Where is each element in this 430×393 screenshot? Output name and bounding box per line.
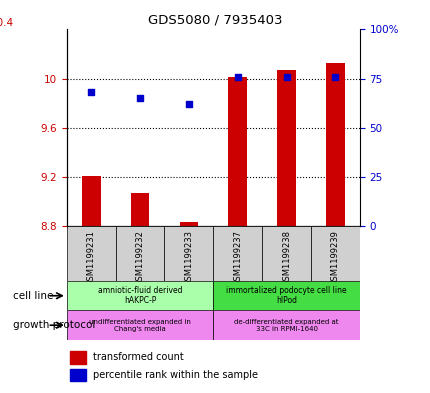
Bar	[276, 70, 295, 226]
Point	[88, 89, 95, 95]
Text: de-differentiated expanded at
33C in RPMI-1640: de-differentiated expanded at 33C in RPM…	[234, 319, 338, 332]
Text: GSM1199239: GSM1199239	[330, 230, 339, 286]
Text: transformed count: transformed count	[92, 352, 183, 362]
Point	[331, 73, 338, 80]
Text: percentile rank within the sample: percentile rank within the sample	[92, 370, 257, 380]
Bar	[326, 62, 344, 226]
Bar	[70, 369, 86, 381]
Text: GSM1199233: GSM1199233	[184, 230, 193, 286]
Text: growth protocol: growth protocol	[13, 320, 95, 330]
Text: 10.4: 10.4	[0, 18, 14, 28]
Text: GSM1199238: GSM1199238	[282, 230, 290, 286]
Text: GDS5080 / 7935403: GDS5080 / 7935403	[148, 14, 282, 27]
Text: amniotic-fluid derived
hAKPC-P: amniotic-fluid derived hAKPC-P	[98, 286, 182, 305]
Bar	[213, 281, 359, 310]
Bar	[310, 226, 359, 281]
Bar	[67, 226, 115, 281]
Bar	[82, 176, 100, 226]
Text: immortalized podocyte cell line
hIPod: immortalized podocyte cell line hIPod	[226, 286, 346, 305]
Point	[283, 73, 289, 80]
Bar	[228, 77, 246, 226]
Bar	[130, 193, 149, 226]
Bar	[164, 226, 213, 281]
Bar	[261, 226, 310, 281]
Point	[185, 101, 192, 107]
Bar	[70, 351, 86, 364]
Bar	[213, 310, 359, 340]
Text: GSM1199232: GSM1199232	[135, 230, 144, 286]
Bar	[179, 222, 198, 226]
Bar	[67, 281, 213, 310]
Point	[234, 73, 241, 80]
Point	[136, 95, 143, 101]
Text: cell line: cell line	[13, 290, 53, 301]
Bar	[213, 226, 261, 281]
Text: GSM1199237: GSM1199237	[233, 230, 242, 286]
Text: GSM1199231: GSM1199231	[86, 230, 95, 286]
Bar	[115, 226, 164, 281]
Text: undifferentiated expanded in
Chang's media: undifferentiated expanded in Chang's med…	[89, 319, 190, 332]
Bar	[67, 310, 213, 340]
